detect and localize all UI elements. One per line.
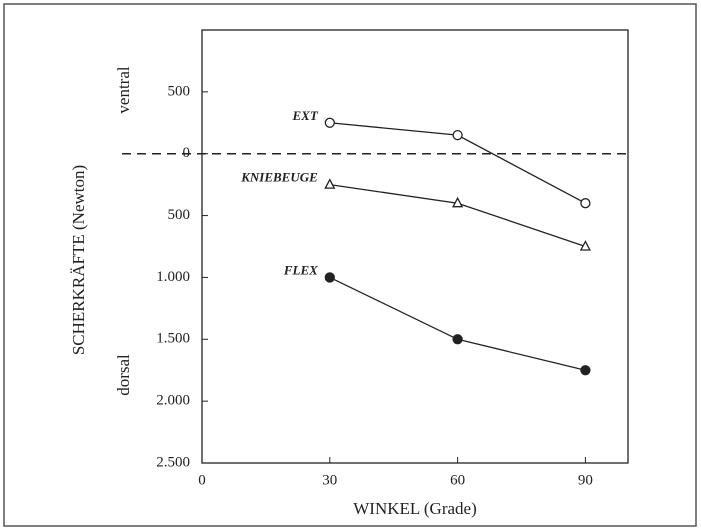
y-tick-label: 500 (168, 83, 191, 99)
y-tick-label: 2.500 (156, 454, 190, 470)
marker (324, 272, 335, 283)
marker (580, 365, 591, 376)
y-tick-label: 500 (168, 207, 191, 223)
y-annotation: ventral (114, 66, 133, 113)
y-tick-label: 2.000 (156, 393, 190, 409)
x-tick-label: 90 (578, 472, 593, 488)
marker (324, 178, 336, 189)
series-line (329, 183, 586, 248)
x-tick-label: 30 (322, 472, 337, 488)
marker (452, 334, 463, 345)
y-tick-label: 1.000 (156, 269, 190, 285)
marker (452, 196, 464, 208)
y-axis-label: SCHERKRÄFTE (Newton) (69, 165, 88, 355)
marker (452, 130, 463, 141)
y-annotation: dorsal (114, 354, 133, 396)
marker (580, 198, 591, 209)
x-axis-label: WINKEL (Grade) (353, 499, 477, 518)
plot-box (201, 29, 629, 464)
series-line (329, 276, 586, 371)
x-tick-label: 0 (198, 472, 206, 488)
series-label: FLEX (283, 262, 318, 277)
frame (3, 3, 697, 527)
series-label: KNIEBEUGE (240, 170, 318, 185)
marker (324, 117, 335, 128)
series-label: EXT (292, 108, 319, 123)
y-tick-label: 1.500 (156, 331, 190, 347)
x-tick-label: 60 (450, 472, 465, 488)
marker (579, 240, 591, 251)
